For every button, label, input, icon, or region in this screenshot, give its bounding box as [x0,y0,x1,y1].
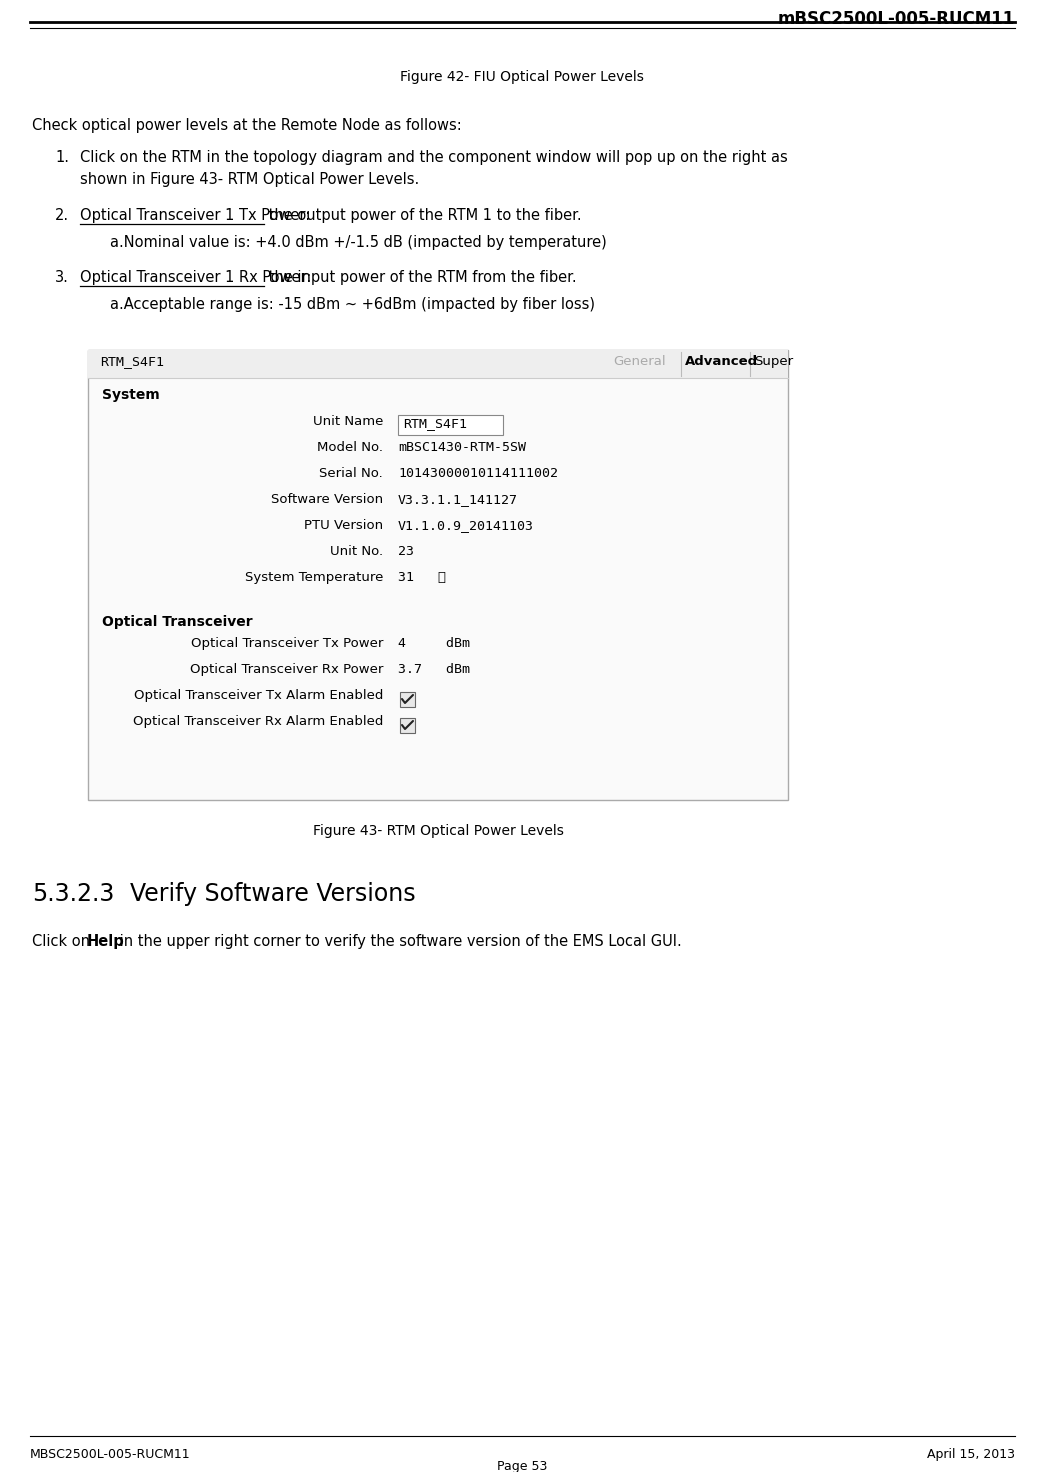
Text: Optical Transceiver 1 Rx Power:: Optical Transceiver 1 Rx Power: [80,269,311,286]
Text: in the upper right corner to verify the software version of the EMS Local GUI.: in the upper right corner to verify the … [115,935,681,949]
Bar [88,350,788,799]
Text: Check optical power levels at the Remote Node as follows:: Check optical power levels at the Remote… [32,118,462,132]
Text: Model No.: Model No. [317,442,384,453]
Bar [88,350,788,378]
Text: 1.: 1. [55,150,69,165]
Text: 3.7   dBm: 3.7 dBm [398,662,470,676]
Bar [400,718,415,733]
Text: Click on the RTM in the topology diagram and the component window will pop up on: Click on the RTM in the topology diagram… [80,150,788,165]
Text: a.Acceptable range is: -15 dBm ~ +6dBm (impacted by fiber loss): a.Acceptable range is: -15 dBm ~ +6dBm (… [110,297,595,312]
Text: a.Nominal value is: +4.0 dBm +/-1.5 dB (impacted by temperature): a.Nominal value is: +4.0 dBm +/-1.5 dB (… [110,236,607,250]
Text: 23: 23 [398,545,414,558]
Text: Optical Transceiver Tx Power: Optical Transceiver Tx Power [190,637,384,651]
Bar [400,692,415,707]
Text: Figure 43- RTM Optical Power Levels: Figure 43- RTM Optical Power Levels [312,824,563,838]
Text: Click on: Click on [32,935,95,949]
Text: RTM_S4F1: RTM_S4F1 [100,355,164,368]
Text: 10143000010114111002: 10143000010114111002 [398,467,558,480]
Text: mBSC2500L-005-RUCM11: mBSC2500L-005-RUCM11 [777,10,1015,28]
Text: shown in Figure 43- RTM Optical Power Levels.: shown in Figure 43- RTM Optical Power Le… [80,172,419,187]
Text: Page 53: Page 53 [496,1460,548,1472]
Text: Optical Transceiver Rx Alarm Enabled: Optical Transceiver Rx Alarm Enabled [133,715,384,729]
Text: Optical Transceiver 1 Tx Power:: Optical Transceiver 1 Tx Power: [80,208,310,222]
Text: Help: Help [87,935,124,949]
Text: April 15, 2013: April 15, 2013 [927,1448,1015,1462]
Text: V3.3.1.1_141127: V3.3.1.1_141127 [398,493,518,506]
Text: 3.: 3. [55,269,69,286]
Text: Unit No.: Unit No. [330,545,384,558]
Text: the output power of the RTM 1 to the fiber.: the output power of the RTM 1 to the fib… [264,208,582,222]
Text: RTM_S4F1: RTM_S4F1 [403,417,467,430]
Text: Advanced: Advanced [686,355,758,368]
Text: PTU Version: PTU Version [304,520,384,531]
Text: 4     dBm: 4 dBm [398,637,470,651]
Text: 31   ℃: 31 ℃ [398,571,446,584]
Text: General: General [613,355,666,368]
Text: 5.3.2.3: 5.3.2.3 [32,882,114,905]
Text: Unit Name: Unit Name [312,415,384,428]
Text: V1.1.0.9_20141103: V1.1.0.9_20141103 [398,520,534,531]
Text: MBSC2500L-005-RUCM11: MBSC2500L-005-RUCM11 [30,1448,190,1462]
Text: Serial No.: Serial No. [320,467,384,480]
Text: mBSC1430-RTM-5SW: mBSC1430-RTM-5SW [398,442,526,453]
Text: Software Version: Software Version [271,493,384,506]
Text: the input power of the RTM from the fiber.: the input power of the RTM from the fibe… [264,269,577,286]
Text: Super: Super [754,355,793,368]
Bar [398,415,503,436]
Text: Figure 42- FIU Optical Power Levels: Figure 42- FIU Optical Power Levels [400,71,644,84]
Text: 2.: 2. [55,208,69,222]
Text: Optical Transceiver Tx Alarm Enabled: Optical Transceiver Tx Alarm Enabled [134,689,384,702]
Text: Verify Software Versions: Verify Software Versions [130,882,416,905]
Text: System Temperature: System Temperature [245,571,384,584]
Text: Optical Transceiver Rx Power: Optical Transceiver Rx Power [189,662,384,676]
Text: System: System [102,389,160,402]
Text: Optical Transceiver: Optical Transceiver [102,615,253,629]
